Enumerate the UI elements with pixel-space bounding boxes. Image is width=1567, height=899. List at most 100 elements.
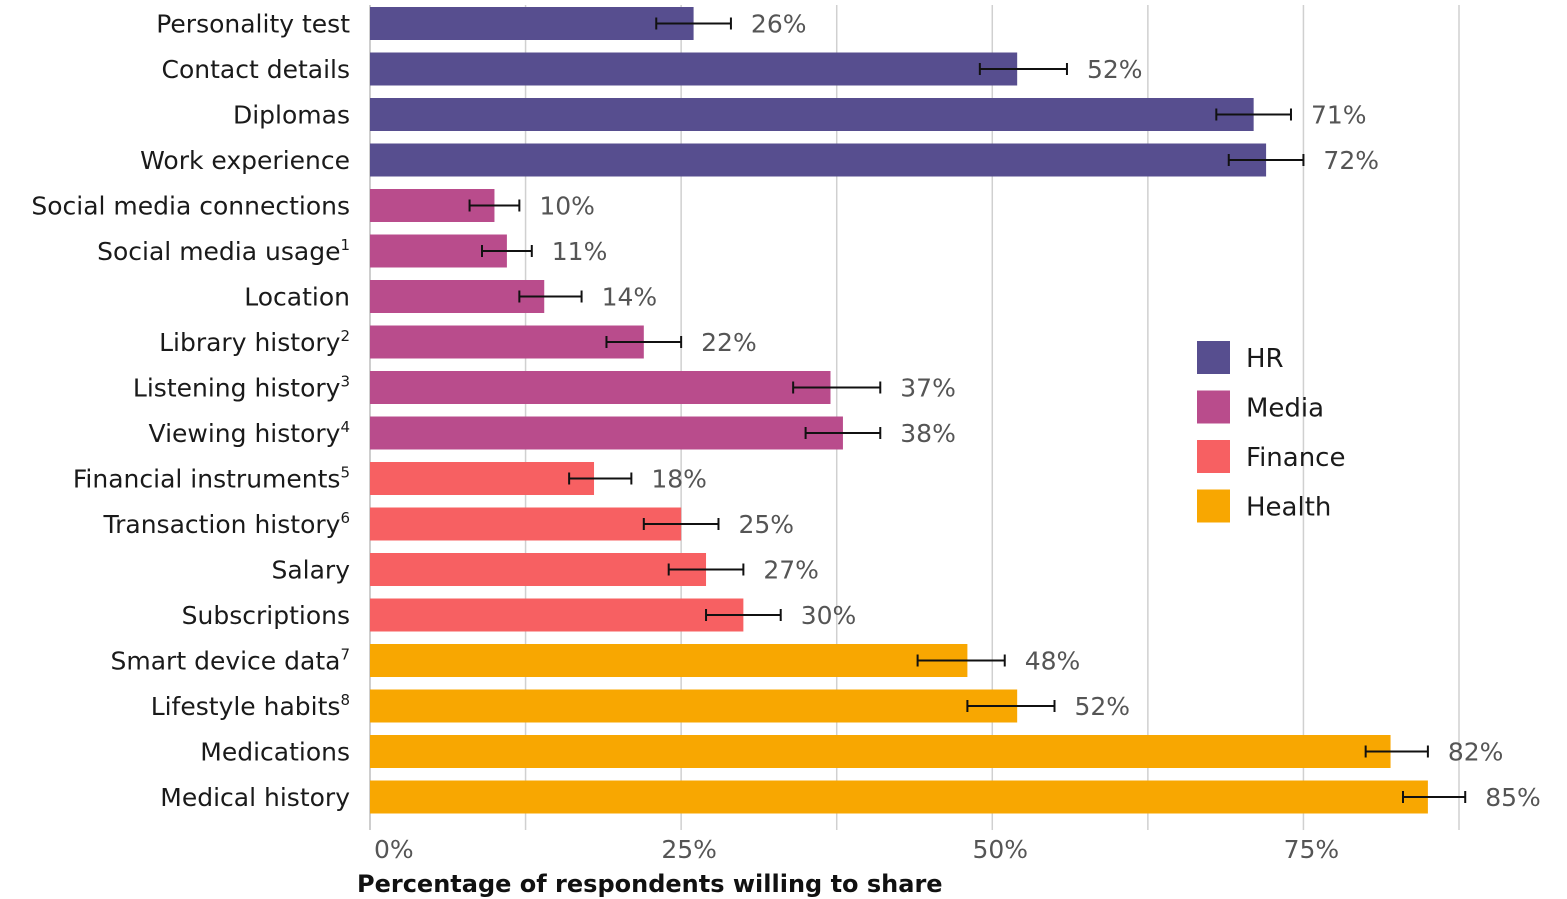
x-axis-title: Percentage of respondents willing to sha… [357, 870, 943, 898]
bar [370, 7, 694, 40]
bar [370, 507, 682, 541]
footnote-marker: 1 [340, 236, 350, 254]
bars-group [370, 7, 1428, 814]
legend-swatch [1197, 390, 1230, 424]
value-labels-group: 26% 52% 71% 72% 10% 11% 14% 22% 37% 38% 18% 25% 27% 3… [539, 10, 1540, 813]
legend-swatch [1197, 489, 1230, 523]
bar [370, 780, 1428, 814]
legend-label: HR [1246, 344, 1284, 374]
error-bar [605, 336, 683, 348]
category-label: Work experience [140, 146, 350, 175]
value-label: 85% [1485, 783, 1541, 812]
footnote-marker: 7 [340, 646, 350, 664]
category-label: Subscriptions [182, 601, 350, 630]
error-bar [1364, 745, 1429, 758]
error-bar [468, 199, 521, 212]
value-label: 71% [1311, 101, 1367, 130]
error-bar [705, 609, 782, 621]
legend-label: Finance [1246, 443, 1345, 473]
x-tick-labels-group: 0% 25% 50% 75% [374, 835, 1339, 864]
value-label: 52% [1075, 692, 1131, 721]
bar [370, 689, 1018, 723]
value-label: 72% [1323, 146, 1379, 175]
bar [370, 52, 1018, 86]
error-bar [518, 290, 583, 303]
bar [370, 371, 831, 404]
legend-item: HR [1197, 341, 1284, 374]
error-bar [481, 245, 533, 257]
error-bar [642, 518, 720, 530]
legend-label: Health [1246, 493, 1331, 523]
value-label: 37% [900, 374, 956, 403]
category-label: Location [244, 283, 350, 312]
value-label: 25% [738, 510, 794, 539]
category-label: Social media usage1 [97, 236, 350, 266]
x-tick-label: 0% [374, 835, 414, 864]
x-tick-label: 50% [972, 835, 1028, 864]
value-label: 10% [539, 192, 595, 221]
footnote-marker: 2 [340, 327, 350, 345]
value-label: 22% [701, 328, 757, 357]
legend-item: Health [1197, 489, 1331, 523]
category-label: Salary [271, 556, 350, 585]
value-label: 18% [651, 465, 707, 494]
legend-item: Media [1197, 390, 1324, 424]
value-label: 52% [1087, 55, 1143, 84]
error-bar [1227, 154, 1305, 166]
error-bar [655, 17, 732, 30]
bar [370, 553, 707, 586]
bar [370, 416, 843, 450]
category-label: Library history2 [159, 327, 350, 357]
x-tick-label: 25% [661, 835, 717, 864]
error-bar [792, 381, 882, 394]
value-label: 38% [900, 419, 956, 448]
value-label: 14% [602, 283, 658, 312]
bar [370, 644, 968, 677]
value-label: 30% [801, 601, 857, 630]
x-tick-label: 75% [1284, 835, 1340, 864]
error-bar [1215, 108, 1292, 121]
error-bar [804, 427, 882, 439]
category-label: Diplomas [233, 101, 350, 130]
bar [370, 98, 1254, 131]
error-bar [966, 700, 1056, 712]
category-label: Contact details [161, 55, 350, 84]
legend-item: Finance [1197, 440, 1345, 473]
footnote-marker: 4 [340, 418, 350, 436]
bar [370, 462, 595, 495]
category-label: Transaction history6 [103, 509, 351, 539]
category-label: Medical history [160, 783, 350, 812]
bar [370, 280, 545, 313]
value-label: 27% [763, 556, 819, 585]
footnote-marker: 8 [340, 691, 350, 709]
category-label: Lifestyle habits8 [151, 691, 350, 721]
bar [370, 598, 744, 632]
error-bar [978, 63, 1068, 75]
category-label: Smart device data7 [111, 646, 351, 676]
error-bars-group [468, 17, 1467, 803]
legend-swatch [1197, 440, 1230, 473]
bar [370, 735, 1391, 768]
footnote-marker: 3 [340, 373, 350, 391]
value-label: 48% [1025, 647, 1081, 676]
legend: HR Media Finance Health [1197, 341, 1345, 523]
category-label: Financial instruments5 [73, 464, 350, 494]
category-label: Listening history3 [133, 373, 350, 403]
bar [370, 143, 1267, 177]
error-bar [667, 563, 745, 576]
legend-swatch [1197, 341, 1230, 374]
category-label: Personality test [156, 10, 350, 39]
category-labels-group: Personality test Contact details Diplomas W… [31, 10, 350, 813]
value-label: 82% [1448, 738, 1504, 767]
error-bar [916, 654, 1006, 667]
value-label: 11% [552, 237, 608, 266]
value-label: 26% [751, 10, 807, 39]
category-label: Viewing history4 [149, 418, 350, 448]
footnote-marker: 6 [340, 509, 350, 527]
category-label: Medications [200, 738, 350, 767]
category-label: Social media connections [31, 192, 350, 221]
error-bar [568, 472, 633, 485]
footnote-marker: 5 [340, 464, 350, 482]
error-bar [1401, 791, 1467, 803]
